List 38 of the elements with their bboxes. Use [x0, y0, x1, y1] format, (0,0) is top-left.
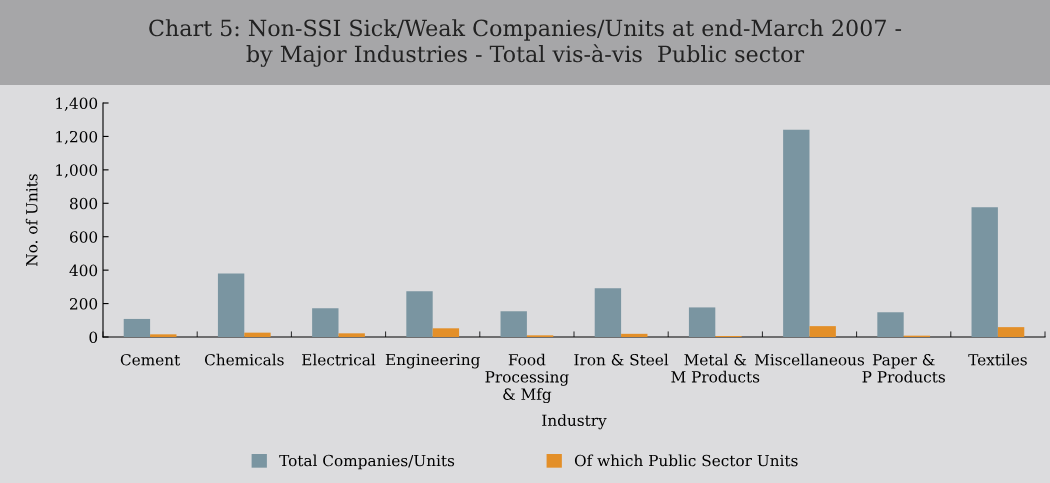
x-axis-title: Industry [542, 414, 607, 430]
x-tick-label: Chemicals [204, 353, 284, 366]
bar [432, 328, 460, 337]
y-tick-label: 0 [89, 331, 98, 344]
legend-label: Of which Public Sector Units [574, 454, 798, 467]
bar [338, 333, 365, 337]
y-tick-label: 1,000 [56, 164, 98, 178]
y-tick-label: 800 [70, 197, 98, 210]
bar [783, 129, 810, 337]
y-tick-label: 1,400 [56, 97, 98, 111]
bar [594, 288, 622, 337]
bar [997, 327, 1025, 337]
bar [217, 273, 245, 337]
y-axis-title: No. of Units [25, 174, 38, 266]
y-tick-label: 200 [70, 298, 98, 310]
x-tick-label: Textiles [968, 353, 1027, 366]
bar [244, 332, 271, 337]
chart-title: Chart 5: Non-SSI Sick/Weak Companies/Units at end-March 2007 - by Major Industries - Total vis-à-vis Public sector [149, 19, 902, 67]
x-tick-label: Food Processing & Mfg [485, 353, 569, 404]
y-tick-label: 1,200 [56, 130, 98, 145]
bar [150, 334, 177, 337]
bar [688, 307, 716, 337]
bar [500, 311, 527, 337]
legend-label: Total Companies/Units [279, 454, 455, 470]
bar [406, 291, 433, 337]
bar [312, 308, 339, 337]
bar [123, 318, 151, 337]
x-tick-label: Cement [120, 353, 181, 366]
y-tick-label: 600 [70, 231, 98, 243]
y-tick-label: 400 [69, 264, 98, 277]
x-tick-label: Miscellaneous [754, 353, 865, 366]
bar [809, 326, 836, 337]
bar [971, 207, 998, 337]
x-tick-label: Iron & Steel [574, 353, 669, 366]
bar [877, 312, 904, 337]
x-tick-label: Electrical [302, 353, 376, 366]
x-tick-label: Engineering [385, 353, 480, 369]
bar [621, 333, 648, 337]
